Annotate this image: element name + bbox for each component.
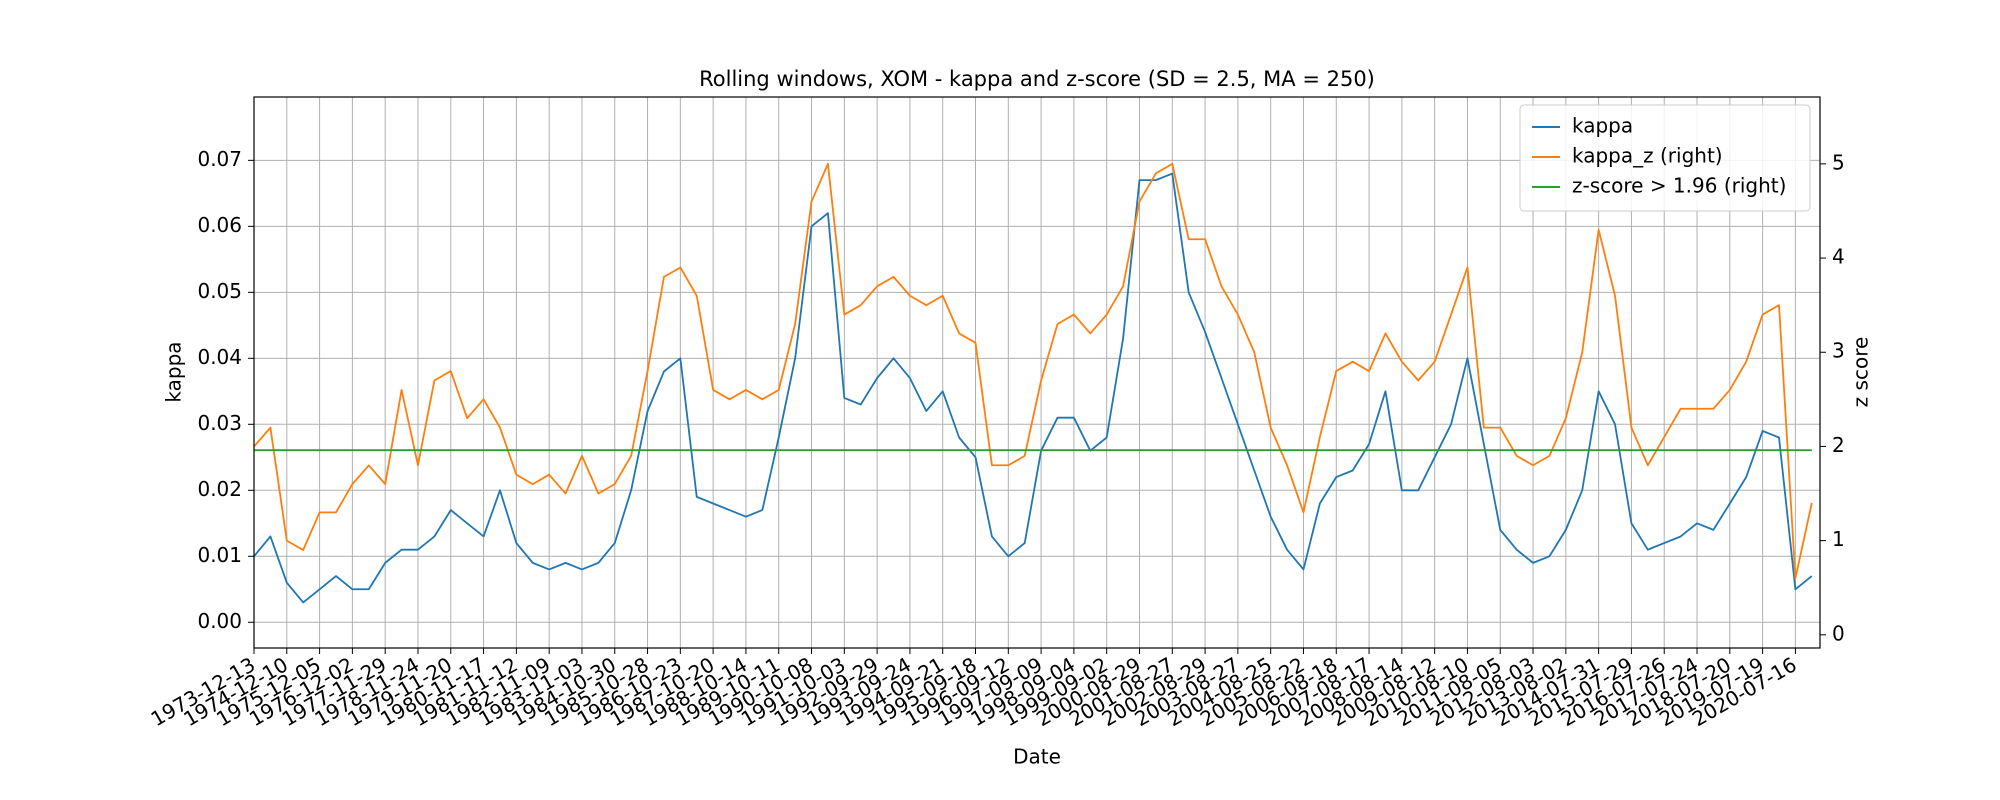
series-line — [253, 172, 1813, 604]
y-tick-label: 0.07 — [197, 147, 242, 171]
plot-frame — [253, 96, 1821, 649]
y2-axis-label: z score — [1849, 337, 1873, 408]
y2-tick-label: 0 — [1832, 621, 1845, 645]
y2-tick-label: 4 — [1832, 245, 1845, 269]
line-layer — [253, 162, 1813, 604]
y2-tick-label: 3 — [1832, 339, 1845, 363]
legend-box — [1519, 104, 1811, 212]
y-tick-label: 0.01 — [197, 543, 242, 567]
y-tick-label: 0.00 — [197, 609, 242, 633]
y-axis-label: kappa — [162, 341, 186, 402]
y-tick-label: 0.04 — [197, 345, 242, 369]
axis-layer: 0.000.010.020.030.040.050.060.0701234519… — [147, 147, 1845, 731]
y-tick-label: 0.02 — [197, 477, 242, 501]
legend-label: kappa_z (right) — [1572, 144, 1723, 168]
y2-tick-label: 1 — [1832, 527, 1845, 551]
y-tick-label: 0.03 — [197, 411, 242, 435]
y2-tick-label: 5 — [1832, 150, 1845, 174]
chart-title: Rolling windows, XOM - kappa and z-score… — [699, 67, 1375, 91]
legend-label: z-score > 1.96 (right) — [1572, 174, 1786, 198]
legend-label: kappa — [1572, 114, 1633, 138]
y2-tick-label: 2 — [1832, 433, 1845, 457]
legend: kappa kappa_z (right) z-score > 1.96 (righ… — [1519, 104, 1811, 212]
x-axis-label: Date — [1013, 745, 1061, 769]
grid-layer — [253, 97, 1820, 648]
y-tick-label: 0.06 — [197, 213, 242, 237]
y-tick-label: 0.05 — [197, 279, 242, 303]
